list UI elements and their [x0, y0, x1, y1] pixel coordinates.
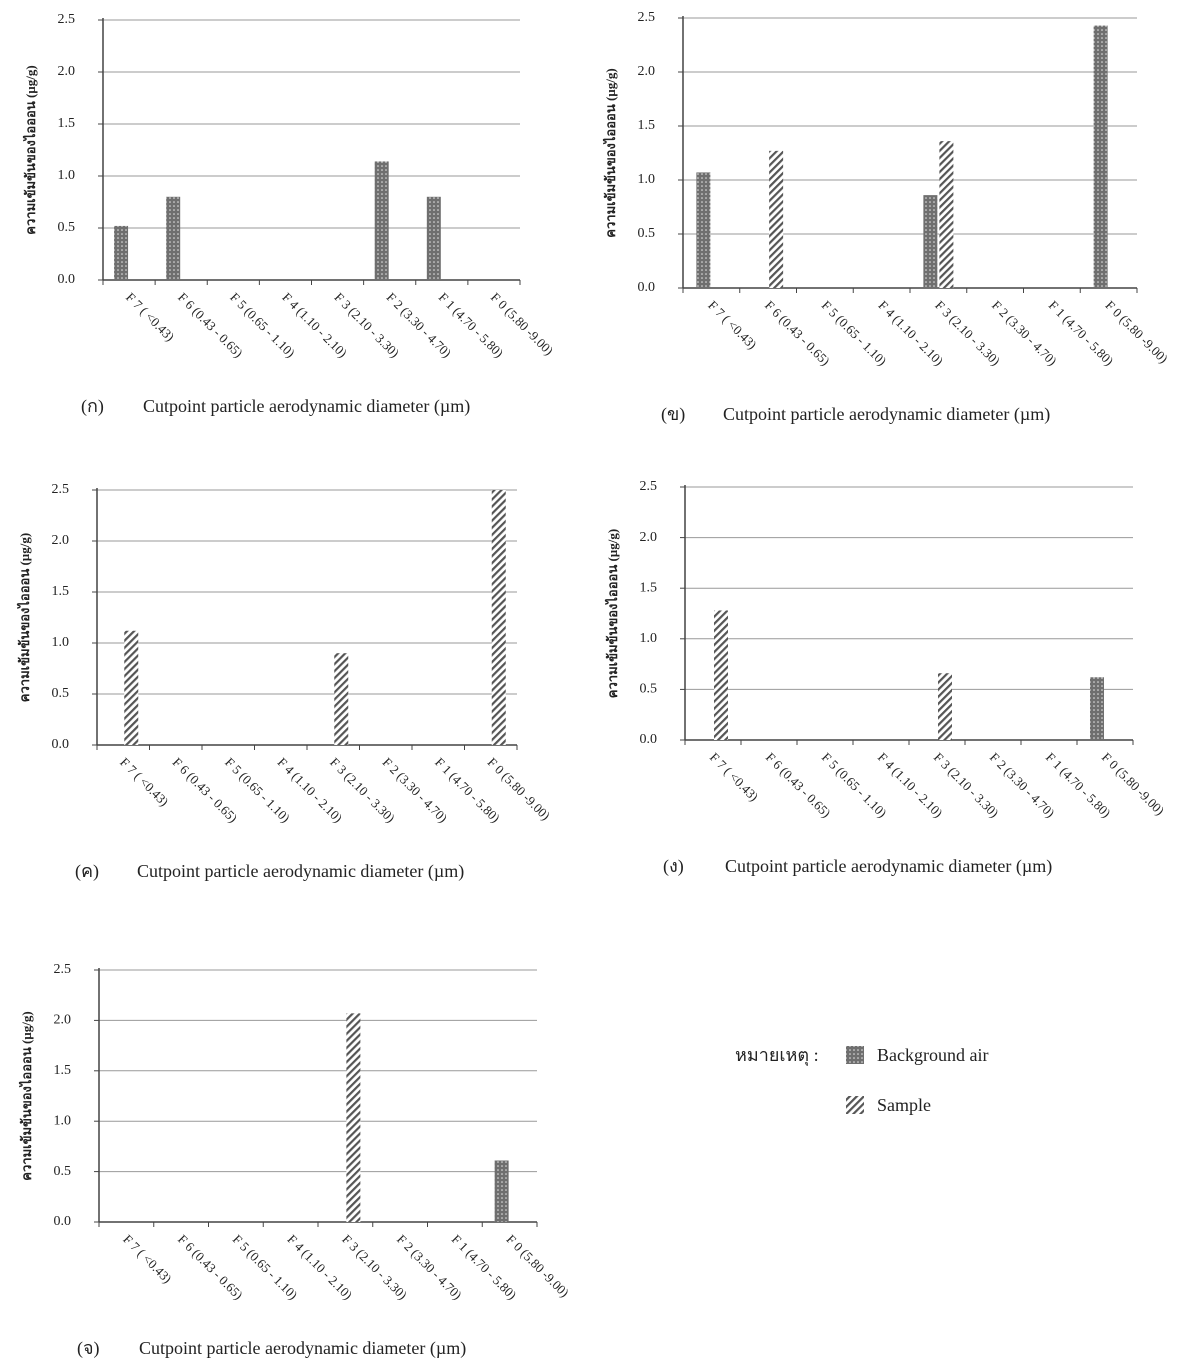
x-axis-label: Cutpoint particle aerodynamic diameter (…	[143, 396, 470, 417]
panel-label: (ค)	[75, 861, 99, 882]
x-axis-label: Cutpoint particle aerodynamic diameter (…	[137, 861, 464, 882]
y-tick-label: 2.5	[54, 962, 72, 977]
y-axis-label: ความเข้มข้นของไอออน (µg/g)	[22, 65, 38, 234]
y-tick-label: 2.5	[52, 482, 70, 497]
y-tick-label: 2.5	[640, 479, 658, 494]
y-tick-label: 0.5	[638, 226, 656, 241]
y-tick-label: 2.0	[638, 64, 656, 79]
x-tick-label: F 7 ( <0.43)	[117, 755, 172, 810]
legend-swatch	[846, 1096, 864, 1114]
x-axis-label: Cutpoint particle aerodynamic diameter (…	[139, 1338, 466, 1359]
y-tick-label: 2.0	[54, 1013, 72, 1028]
x-axis-label: Cutpoint particle aerodynamic diameter (…	[723, 404, 1050, 425]
x-tick-label: F 7 ( <0.43)	[707, 750, 762, 805]
y-tick-label: 0.0	[52, 737, 70, 752]
y-axis-label: ความเข้มข้นของไอออน (µg/g)	[602, 68, 618, 237]
bar	[374, 161, 389, 280]
bar	[494, 1160, 509, 1222]
panel-label: (ข)	[661, 404, 685, 425]
y-tick-label: 1.5	[52, 584, 70, 599]
y-tick-label: 1.0	[638, 172, 656, 187]
bar	[714, 610, 728, 740]
legend-title: หมายเหตุ :	[735, 1045, 819, 1066]
bar	[769, 150, 784, 288]
y-tick-label: 2.0	[58, 64, 76, 79]
y-tick-label: 1.0	[52, 635, 70, 650]
y-tick-label: 0.5	[58, 220, 76, 235]
y-tick-label: 0.0	[638, 280, 656, 295]
y-tick-label: 2.5	[58, 12, 76, 27]
y-tick-label: 1.0	[54, 1113, 72, 1128]
bar	[114, 225, 129, 280]
x-axis-label: Cutpoint particle aerodynamic diameter (…	[725, 856, 1052, 877]
bar	[696, 172, 711, 288]
legend-swatch	[846, 1046, 864, 1064]
bar	[939, 141, 954, 288]
x-tick-label: F 7 ( <0.43)	[120, 1232, 175, 1287]
chart: 0.00.51.01.52.02.5F 7 ( <0.43)F 6 (0.43 …	[602, 10, 1171, 425]
y-tick-label: 1.5	[640, 580, 658, 595]
bar	[1090, 677, 1104, 740]
chart: 0.00.51.01.52.02.5F 7 ( <0.43)F 6 (0.43 …	[22, 12, 556, 417]
legend-label: Sample	[877, 1095, 931, 1115]
panel-label: (ก)	[81, 396, 104, 417]
chart: 0.00.51.01.52.02.5F 7 ( <0.43)F 6 (0.43 …	[18, 962, 572, 1359]
chart: 0.00.51.01.52.02.5F 7 ( <0.43)F 6 (0.43 …	[16, 482, 553, 882]
bar	[426, 196, 441, 280]
y-axis-label: ความเข้มข้นของไอออน (µg/g)	[16, 533, 32, 702]
y-axis-label: ความเข้มข้นของไอออน (µg/g)	[604, 529, 620, 698]
y-tick-label: 2.0	[640, 530, 658, 545]
y-tick-label: 1.0	[58, 168, 76, 183]
y-tick-label: 0.0	[58, 272, 76, 287]
bar	[923, 195, 938, 288]
y-tick-label: 0.0	[54, 1214, 72, 1229]
y-tick-label: 1.5	[638, 118, 656, 133]
legend-label: Background air	[877, 1045, 988, 1065]
x-tick-label: F 7 ( <0.43)	[705, 298, 760, 353]
bar	[1093, 25, 1108, 289]
y-tick-label: 1.5	[54, 1063, 72, 1078]
x-tick-label: F 7 ( <0.43)	[123, 290, 178, 345]
bar	[346, 1013, 361, 1222]
bar	[334, 653, 349, 745]
y-axis-label: ความเข้มข้นของไอออน (µg/g)	[18, 1011, 34, 1180]
y-tick-label: 0.0	[640, 732, 658, 747]
y-tick-label: 1.5	[58, 116, 76, 131]
panel-label: (ง)	[663, 856, 684, 877]
y-tick-label: 0.5	[52, 686, 70, 701]
panel-label: (จ)	[77, 1338, 100, 1359]
y-tick-label: 0.5	[54, 1164, 72, 1179]
y-tick-label: 2.0	[52, 533, 70, 548]
bar	[938, 673, 952, 740]
y-tick-label: 2.5	[638, 10, 656, 25]
bar	[166, 196, 181, 280]
bar	[491, 490, 506, 745]
bar	[124, 630, 139, 745]
y-tick-label: 0.5	[640, 682, 658, 697]
chart: 0.00.51.01.52.02.5F 7 ( <0.43)F 6 (0.43 …	[604, 479, 1167, 877]
y-tick-label: 1.0	[640, 631, 658, 646]
